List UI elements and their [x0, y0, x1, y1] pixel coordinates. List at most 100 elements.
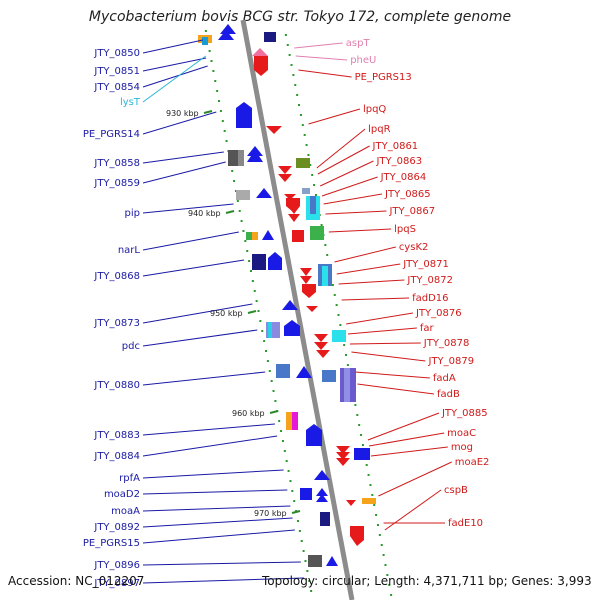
gene-label[interactable]: moaA: [111, 506, 140, 517]
gene-feature[interactable]: [268, 252, 282, 270]
gene-label[interactable]: narL: [118, 245, 141, 256]
gene-label[interactable]: lpqR: [368, 124, 390, 135]
gene-feature[interactable]: [354, 448, 370, 460]
gene-feature[interactable]: [336, 458, 350, 466]
gene-feature[interactable]: [306, 306, 318, 312]
gene-label[interactable]: moaD2: [104, 489, 140, 500]
gene-feature[interactable]: [292, 412, 298, 430]
gene-feature[interactable]: [320, 512, 330, 526]
gene-label[interactable]: lpqS: [394, 224, 416, 235]
gene-label[interactable]: rpfA: [119, 473, 140, 484]
gene-label[interactable]: fadE10: [448, 518, 483, 529]
gene-label[interactable]: JTY_0884: [93, 451, 140, 462]
gene-feature[interactable]: [336, 446, 350, 454]
gene-feature[interactable]: [286, 198, 300, 212]
gene-feature[interactable]: [246, 232, 252, 240]
gene-label[interactable]: lpqQ: [363, 104, 386, 115]
gene-feature[interactable]: [332, 330, 346, 342]
gene-label[interactable]: JTY_0868: [93, 271, 140, 282]
gene-feature[interactable]: [296, 366, 312, 378]
gene-feature[interactable]: [308, 555, 322, 567]
gene-label[interactable]: JTY_0863: [375, 156, 422, 167]
gene-feature[interactable]: [300, 276, 312, 284]
gene-feature[interactable]: [296, 158, 310, 168]
gene-feature[interactable]: [284, 194, 296, 200]
gene-feature[interactable]: [344, 368, 350, 402]
gene-label[interactable]: JTY_0865: [384, 189, 431, 200]
gene-feature[interactable]: [292, 230, 304, 242]
gene-feature[interactable]: [326, 556, 338, 566]
gene-label[interactable]: JTY_0883: [93, 430, 140, 441]
gene-label[interactable]: JTY_0851: [93, 66, 140, 77]
gene-label[interactable]: JTY_0896: [93, 560, 140, 571]
gene-feature[interactable]: [314, 470, 330, 480]
gene-label[interactable]: pip: [125, 208, 140, 219]
gene-label[interactable]: cspB: [444, 485, 468, 496]
gene-label[interactable]: JTY_0892: [93, 522, 140, 533]
gene-label[interactable]: JTY_0850: [93, 48, 140, 59]
gene-label[interactable]: moaE2: [455, 457, 490, 468]
gene-feature[interactable]: [322, 370, 336, 382]
gene-feature[interactable]: [322, 266, 328, 286]
gene-label[interactable]: JTY_0879: [427, 356, 474, 367]
gene-feature[interactable]: [252, 254, 266, 270]
gene-feature[interactable]: [316, 350, 330, 358]
gene-feature[interactable]: [300, 488, 312, 500]
gene-label[interactable]: JTY_0854: [93, 82, 140, 93]
gene-feature[interactable]: [256, 188, 272, 198]
gene-feature[interactable]: [278, 174, 292, 182]
gene-feature[interactable]: [314, 342, 328, 350]
gene-feature[interactable]: [362, 498, 376, 504]
gene-feature[interactable]: [254, 56, 268, 76]
gene-feature[interactable]: [314, 334, 328, 342]
gene-label[interactable]: pdc: [122, 341, 140, 352]
gene-label[interactable]: JTY_0871: [402, 259, 449, 270]
gene-label[interactable]: far: [420, 323, 435, 334]
gene-feature[interactable]: [350, 526, 364, 546]
gene-feature[interactable]: [220, 24, 236, 34]
gene-feature[interactable]: [302, 284, 316, 298]
gene-label[interactable]: JTY_0876: [415, 308, 462, 319]
gene-label[interactable]: JTY_0859: [93, 178, 140, 189]
gene-feature[interactable]: [266, 126, 282, 134]
gene-feature[interactable]: [310, 196, 316, 214]
gene-label[interactable]: aspT: [346, 38, 371, 49]
gene-feature[interactable]: [316, 488, 328, 496]
gene-label[interactable]: JTY_0864: [380, 172, 427, 183]
gene-label[interactable]: JTY_0873: [93, 318, 140, 329]
gene-feature[interactable]: [300, 268, 312, 276]
gene-label[interactable]: PE_PGRS15: [83, 538, 140, 549]
gene-label[interactable]: JTY_0885: [441, 408, 488, 419]
gene-label[interactable]: fadB: [437, 389, 460, 400]
gene-feature[interactable]: [236, 190, 250, 200]
gene-feature[interactable]: [252, 48, 268, 56]
gene-label[interactable]: cysK2: [399, 242, 429, 253]
gene-label[interactable]: moaC: [447, 428, 476, 439]
gene-label[interactable]: lysT: [120, 97, 141, 108]
gene-feature[interactable]: [316, 494, 328, 502]
gene-label[interactable]: PE_PGRS13: [355, 72, 412, 83]
gene-feature[interactable]: [236, 102, 252, 128]
gene-feature[interactable]: [262, 230, 274, 240]
gene-label[interactable]: JTY_0897: [93, 578, 140, 589]
gene-feature[interactable]: [288, 214, 300, 222]
gene-feature[interactable]: [286, 412, 292, 430]
gene-feature[interactable]: [310, 226, 324, 240]
gene-label[interactable]: mog: [451, 442, 473, 453]
gene-feature[interactable]: [336, 452, 350, 460]
gene-feature[interactable]: [278, 166, 292, 174]
gene-label[interactable]: fadD16: [412, 293, 448, 304]
gene-feature[interactable]: [302, 188, 310, 194]
gene-feature[interactable]: [282, 300, 298, 310]
gene-label[interactable]: JTY_0872: [406, 275, 453, 286]
gene-feature[interactable]: [276, 364, 290, 378]
gene-label[interactable]: JTY_0867: [388, 206, 435, 217]
gene-feature[interactable]: [247, 146, 263, 156]
gene-feature[interactable]: [268, 322, 272, 338]
gene-feature[interactable]: [264, 32, 276, 42]
gene-feature[interactable]: [252, 232, 258, 240]
gene-feature[interactable]: [202, 37, 208, 45]
gene-label[interactable]: JTY_0861: [372, 141, 419, 152]
gene-feature[interactable]: [284, 320, 300, 336]
gene-label[interactable]: JTY_0878: [423, 338, 470, 349]
